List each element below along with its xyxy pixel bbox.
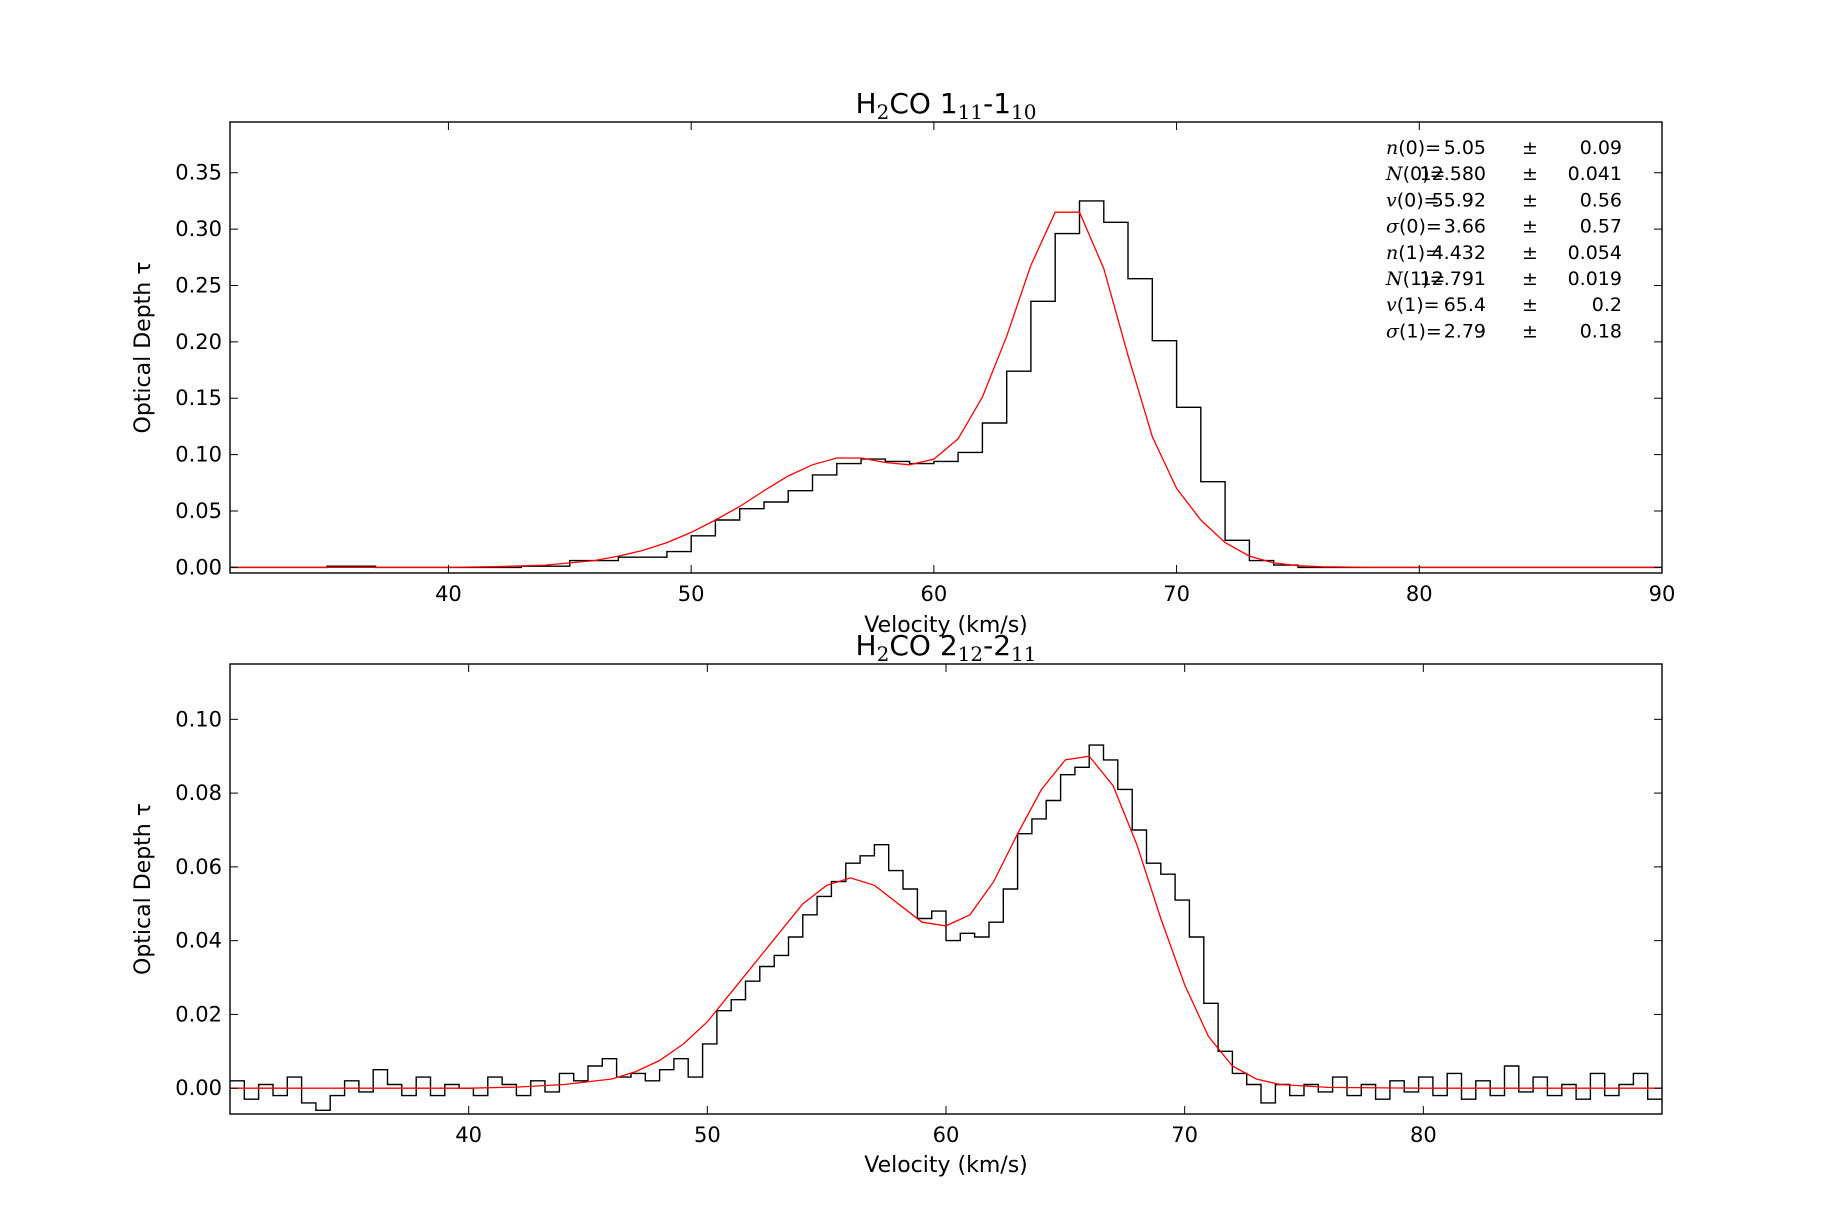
fit-parameter-row: σ(0)= 3.66 ±0.57 — [1386, 216, 1622, 238]
param-name: N(0)= — [1385, 163, 1445, 185]
x-tick-label: 60 — [933, 1123, 960, 1147]
y-axis-label: Optical Depth τ — [131, 803, 156, 975]
param-error: 0.56 — [1580, 189, 1622, 211]
y-tick-label: 0.15 — [175, 386, 222, 410]
param-name: n(0)= — [1386, 137, 1441, 159]
x-tick-label: 70 — [1171, 1123, 1198, 1147]
param-pm: ± — [1522, 320, 1538, 342]
axes-frame — [229, 121, 1663, 574]
plot-area — [230, 744, 1662, 1111]
param-error: 0.041 — [1568, 163, 1622, 185]
fit-model-line — [230, 755, 1662, 1089]
param-value: 55.92 — [1432, 189, 1486, 211]
fit-parameters: n(0)= 5.05 ±0.09 N(0)=12.580 ±0.041 v(0)=55.9… — [1385, 137, 1622, 342]
x-axis-label: Velocity (km/s) — [864, 613, 1028, 638]
param-name: N(1)= — [1385, 268, 1445, 290]
panel-bottom: 40 50 60 70 80 0.00 0.02 0.04 0.06 0.08 0.10 Veloci… — [131, 629, 1663, 1178]
y-tick-label: 0.02 — [175, 1002, 222, 1026]
y-axis-label: Optical Depth τ — [131, 262, 156, 434]
param-error: 0.019 — [1568, 268, 1622, 290]
param-name: σ(0)= — [1386, 216, 1442, 238]
fit-parameter-row: v(0)=55.92 ±0.56 — [1386, 189, 1622, 211]
fit-parameter-row: v(1)= 65.4 ±0.2 — [1386, 294, 1622, 316]
y-tick-label: 0.10 — [175, 707, 222, 731]
param-pm: ± — [1522, 163, 1538, 185]
x-tick-label: 50 — [678, 582, 705, 606]
fit-parameter-row: n(1)=4.432 ±0.054 — [1386, 242, 1622, 264]
param-error: 0.57 — [1580, 216, 1622, 238]
param-value: 12.580 — [1420, 163, 1486, 185]
y-tick-label: 0.06 — [175, 855, 222, 879]
y-tick-label: 0.08 — [175, 781, 222, 805]
fit-parameter-row: N(1)=12.791 ±0.019 — [1385, 268, 1622, 290]
param-value: 4.432 — [1432, 242, 1486, 264]
y-tick-label: 0.30 — [175, 217, 222, 241]
panel-top: 40 50 60 70 80 90 0.00 0.05 0.10 0.15 0.20 0.25 0.30… — [131, 87, 1675, 638]
x-tick-label: 80 — [1406, 582, 1433, 606]
x-tick-label: 90 — [1649, 582, 1676, 606]
y-tick-label: 0.25 — [175, 273, 222, 297]
fit-parameter-row: N(0)=12.580 ±0.041 — [1385, 163, 1622, 185]
x-axis-label: Velocity (km/s) — [864, 1153, 1028, 1178]
fit-parameter-row: σ(1)= 2.79 ±0.18 — [1386, 320, 1622, 342]
axes-frame — [229, 663, 1663, 1115]
chart-title: H2CO 212-211 — [856, 629, 1037, 666]
fit-parameter-row: n(0)= 5.05 ±0.09 — [1386, 137, 1622, 159]
y-tick-label: 0.35 — [175, 161, 222, 185]
x-tick-label: 50 — [694, 1123, 721, 1147]
param-pm: ± — [1522, 216, 1538, 238]
y-tick-label: 0.05 — [175, 499, 222, 523]
param-value: 65.4 — [1444, 294, 1486, 316]
param-error: 0.09 — [1580, 137, 1622, 159]
param-error: 0.18 — [1580, 320, 1622, 342]
param-name: v(1)= — [1386, 294, 1440, 316]
param-pm: ± — [1522, 137, 1538, 159]
data-spectrum-line — [230, 200, 1662, 569]
data-spectrum-line — [230, 744, 1662, 1111]
param-pm: ± — [1522, 268, 1538, 290]
param-pm: ± — [1522, 242, 1538, 264]
param-name: v(0)= — [1386, 189, 1440, 211]
param-value: 5.05 — [1444, 137, 1486, 159]
y-tick-label: 0.00 — [175, 555, 222, 579]
x-tick-label: 80 — [1410, 1123, 1437, 1147]
param-name: σ(1)= — [1386, 320, 1442, 342]
param-value: 12.791 — [1420, 268, 1486, 290]
plot-area — [230, 200, 1662, 569]
param-value: 2.79 — [1444, 320, 1486, 342]
y-tick-label: 0.00 — [175, 1076, 222, 1100]
param-pm: ± — [1522, 189, 1538, 211]
param-error: 0.054 — [1568, 242, 1622, 264]
y-tick-label: 0.20 — [175, 330, 222, 354]
fit-model-line — [230, 211, 1662, 569]
y-tick-label: 0.10 — [175, 443, 222, 467]
param-pm: ± — [1522, 294, 1538, 316]
param-name: n(1)= — [1386, 242, 1441, 264]
y-tick-label: 0.04 — [175, 929, 222, 953]
x-tick-label: 40 — [455, 1123, 482, 1147]
param-error: 0.2 — [1592, 294, 1622, 316]
x-tick-label: 40 — [435, 582, 462, 606]
chart-title: H2CO 111-110 — [856, 87, 1037, 124]
x-tick-label: 60 — [920, 582, 947, 606]
x-tick-label: 70 — [1163, 582, 1190, 606]
param-value: 3.66 — [1444, 216, 1486, 238]
